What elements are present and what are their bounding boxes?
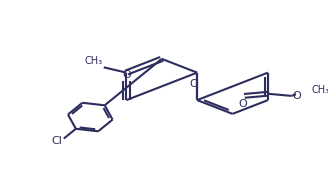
Text: CH₃: CH₃	[84, 56, 102, 66]
Text: Cl: Cl	[51, 136, 62, 146]
Text: O: O	[238, 99, 247, 109]
Text: O: O	[293, 91, 301, 101]
Text: O: O	[122, 70, 131, 80]
Text: O: O	[190, 79, 198, 89]
Text: CH₃: CH₃	[311, 84, 328, 94]
